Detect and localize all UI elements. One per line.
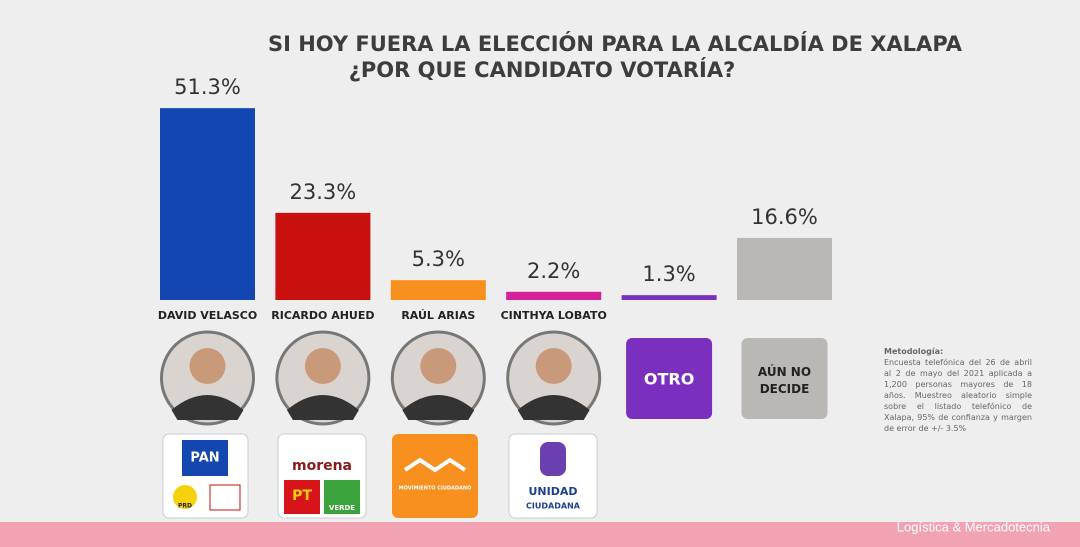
bar	[737, 237, 832, 300]
value-label: 5.3%	[412, 247, 465, 271]
photo-body	[402, 395, 475, 420]
methodology-title: Metodología:	[884, 347, 944, 356]
logo-text: UNIDAD	[528, 485, 577, 498]
bar	[390, 280, 486, 300]
logo-text: PRD	[178, 503, 192, 510]
source: Logística & Mercadotecnia	[897, 519, 1051, 534]
category-label: DAVID VELASCO	[158, 309, 257, 322]
value-label: 2.2%	[527, 259, 580, 283]
logo: PAN PRD	[162, 433, 249, 519]
photo-body	[171, 395, 244, 420]
logo-text: morena	[292, 458, 352, 474]
option-box	[741, 338, 828, 419]
option-label: AÚN NO DECIDE	[758, 364, 811, 396]
option-label: OTRO	[644, 370, 694, 389]
photo-body	[517, 395, 590, 420]
value-label: 23.3%	[290, 180, 357, 204]
logo: morena PT VERDE	[277, 433, 367, 519]
bar	[275, 212, 371, 300]
category-label: RICARDO AHUED	[271, 309, 374, 322]
photo-head	[535, 348, 572, 384]
methodology: Metodología: Encuesta telefónica del 26 …	[884, 346, 1032, 434]
value-label: 16.6%	[751, 205, 818, 229]
photo-body	[286, 395, 359, 420]
bar	[506, 291, 602, 300]
photo-head	[304, 348, 341, 384]
value-label: 1.3%	[642, 262, 695, 286]
footer-band	[0, 522, 1080, 547]
value-label: 51.3%	[174, 75, 241, 99]
logo-text: PT	[292, 488, 312, 504]
logo-text: VERDE	[329, 504, 355, 512]
bar	[621, 295, 717, 300]
category-label: RAÚL ARIAS	[401, 309, 475, 322]
methodology-text: Encuesta telefónica del 26 de abril al 2…	[884, 358, 1032, 433]
photo-head	[189, 348, 226, 384]
logo: MOVIMIENTO CIUDADANO	[392, 434, 478, 518]
photo-head	[420, 348, 457, 384]
bar	[160, 108, 255, 300]
logo-text: PAN	[190, 451, 219, 466]
chart-subtitle: ¿POR QUE CANDIDATO VOTARÍA?	[349, 57, 736, 82]
option-box	[626, 338, 713, 419]
logo: UNIDAD CIUDADANA	[508, 433, 598, 519]
logo-text: MOVIMIENTO CIUDADANO	[399, 486, 472, 492]
chart-title: SI HOY FUERA LA ELECCIÓN PARA LA ALCALDÍ…	[268, 31, 963, 56]
category-label: CINTHYA LOBATO	[501, 309, 607, 322]
logo-text: CIUDADANA	[526, 502, 581, 511]
